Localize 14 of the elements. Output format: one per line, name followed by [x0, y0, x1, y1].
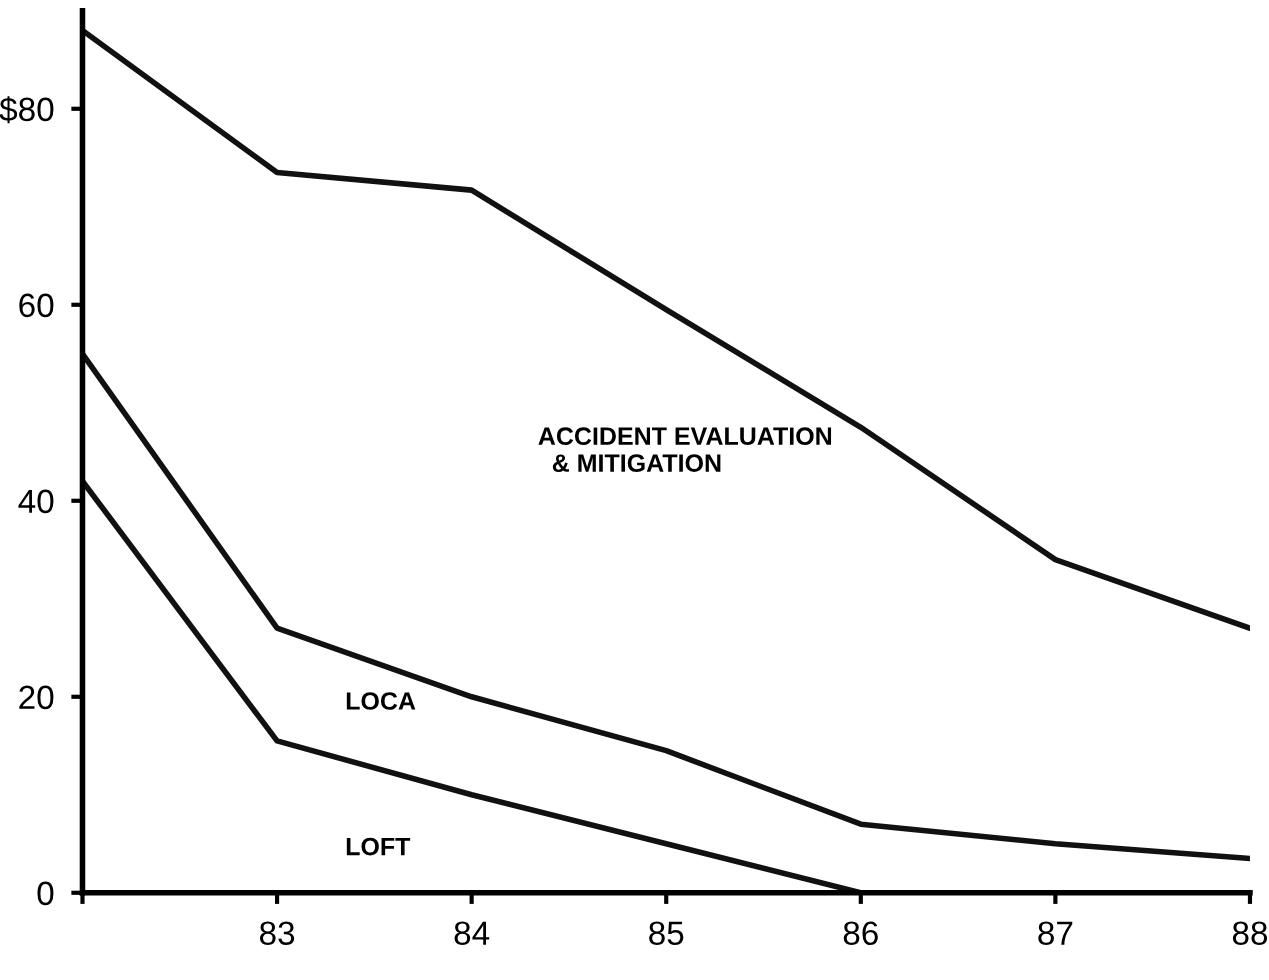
x-tick-label: 83: [259, 921, 295, 946]
y-tick-label: 20: [19, 685, 54, 710]
series-label: LOCA: [346, 692, 416, 710]
x-tick-label: 85: [649, 921, 684, 946]
y-tick-label: 60: [19, 293, 54, 318]
series-label: ACCIDENT EVALUATION & MITIGATION: [538, 427, 832, 472]
x-tick-label: 84: [454, 921, 490, 946]
x-tick-label: 87: [1038, 921, 1073, 946]
y-tick-label: 0: [37, 881, 54, 906]
y-tick-label: $80: [0, 96, 54, 124]
x-tick-label: 88: [1232, 921, 1268, 946]
y-tick-label: 40: [18, 489, 54, 514]
text: LOFT: [346, 837, 411, 856]
x-tick-label: 86: [843, 921, 878, 946]
